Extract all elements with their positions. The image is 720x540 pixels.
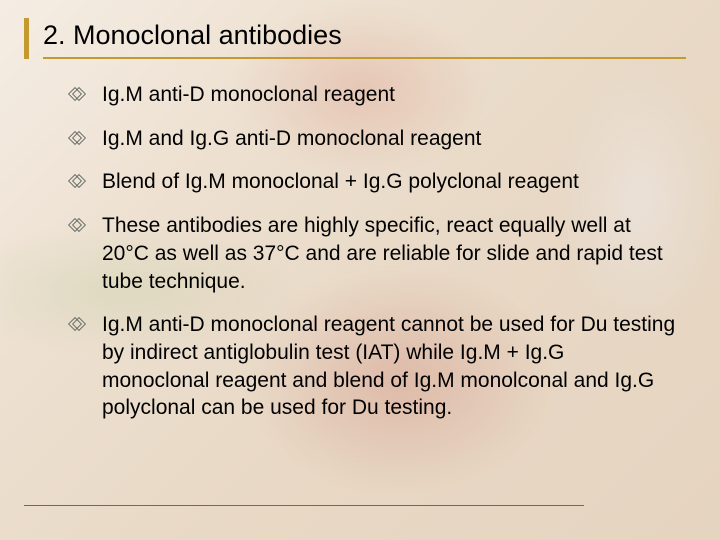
slide-title: 2. Monoclonal antibodies xyxy=(43,18,686,59)
bullet-text: These antibodies are highly specific, re… xyxy=(102,212,676,295)
diamond-bullet-icon xyxy=(70,218,84,232)
diamond-bullet-icon xyxy=(70,174,84,188)
bullet-text: Blend of Ig.M monoclonal + Ig.G polyclon… xyxy=(102,168,579,196)
diamond-bullet-icon xyxy=(70,87,84,101)
list-item: Ig.M and Ig.G anti-D monoclonal reagent xyxy=(70,125,676,153)
list-item: These antibodies are highly specific, re… xyxy=(70,212,676,295)
bullet-text: Ig.M anti-D monoclonal reagent xyxy=(102,81,395,109)
list-item: Ig.M anti-D monoclonal reagent xyxy=(70,81,676,109)
bullet-text: Ig.M and Ig.G anti-D monoclonal reagent xyxy=(102,125,481,153)
slide: 2. Monoclonal antibodies Ig.M anti-D mon… xyxy=(0,0,720,540)
bullet-text: Ig.M anti-D monoclonal reagent cannot be… xyxy=(102,311,676,422)
title-container: 2. Monoclonal antibodies xyxy=(24,18,686,59)
list-item: Blend of Ig.M monoclonal + Ig.G polyclon… xyxy=(70,168,676,196)
footer-divider xyxy=(24,505,584,506)
body-container: Ig.M anti-D monoclonal reagent Ig.M and … xyxy=(24,81,686,422)
diamond-bullet-icon xyxy=(70,131,84,145)
diamond-bullet-icon xyxy=(70,317,84,331)
list-item: Ig.M anti-D monoclonal reagent cannot be… xyxy=(70,311,676,422)
